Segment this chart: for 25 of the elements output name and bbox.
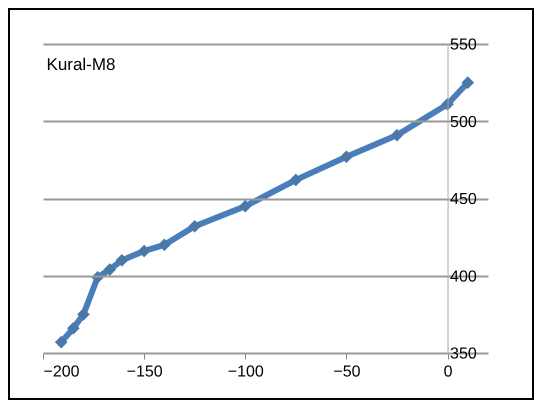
x-tick-label: −100	[228, 364, 264, 380]
point	[67, 322, 80, 335]
y-tick-label: 550	[450, 36, 477, 54]
point	[390, 128, 404, 142]
point	[138, 244, 150, 258]
point	[238, 200, 252, 213]
point	[103, 263, 116, 276]
text: Kural-M8	[46, 55, 116, 74]
x-tick-label: −50	[333, 364, 361, 380]
y-tick-label: 450	[450, 191, 477, 208]
x-tick-label: −150	[126, 364, 163, 380]
point	[158, 238, 171, 252]
point	[340, 150, 353, 164]
y-tick-label: 400	[450, 268, 477, 286]
point	[54, 336, 68, 349]
point	[461, 76, 474, 89]
point	[290, 174, 302, 186]
point	[116, 254, 128, 267]
x-tick-label: −200	[44, 364, 80, 380]
x-tick-label: 0	[444, 364, 453, 380]
y-tick-label: 500	[450, 114, 477, 131]
point	[441, 98, 454, 111]
point	[188, 220, 202, 233]
point	[77, 308, 90, 321]
y-tick-label: 350	[450, 346, 477, 362]
